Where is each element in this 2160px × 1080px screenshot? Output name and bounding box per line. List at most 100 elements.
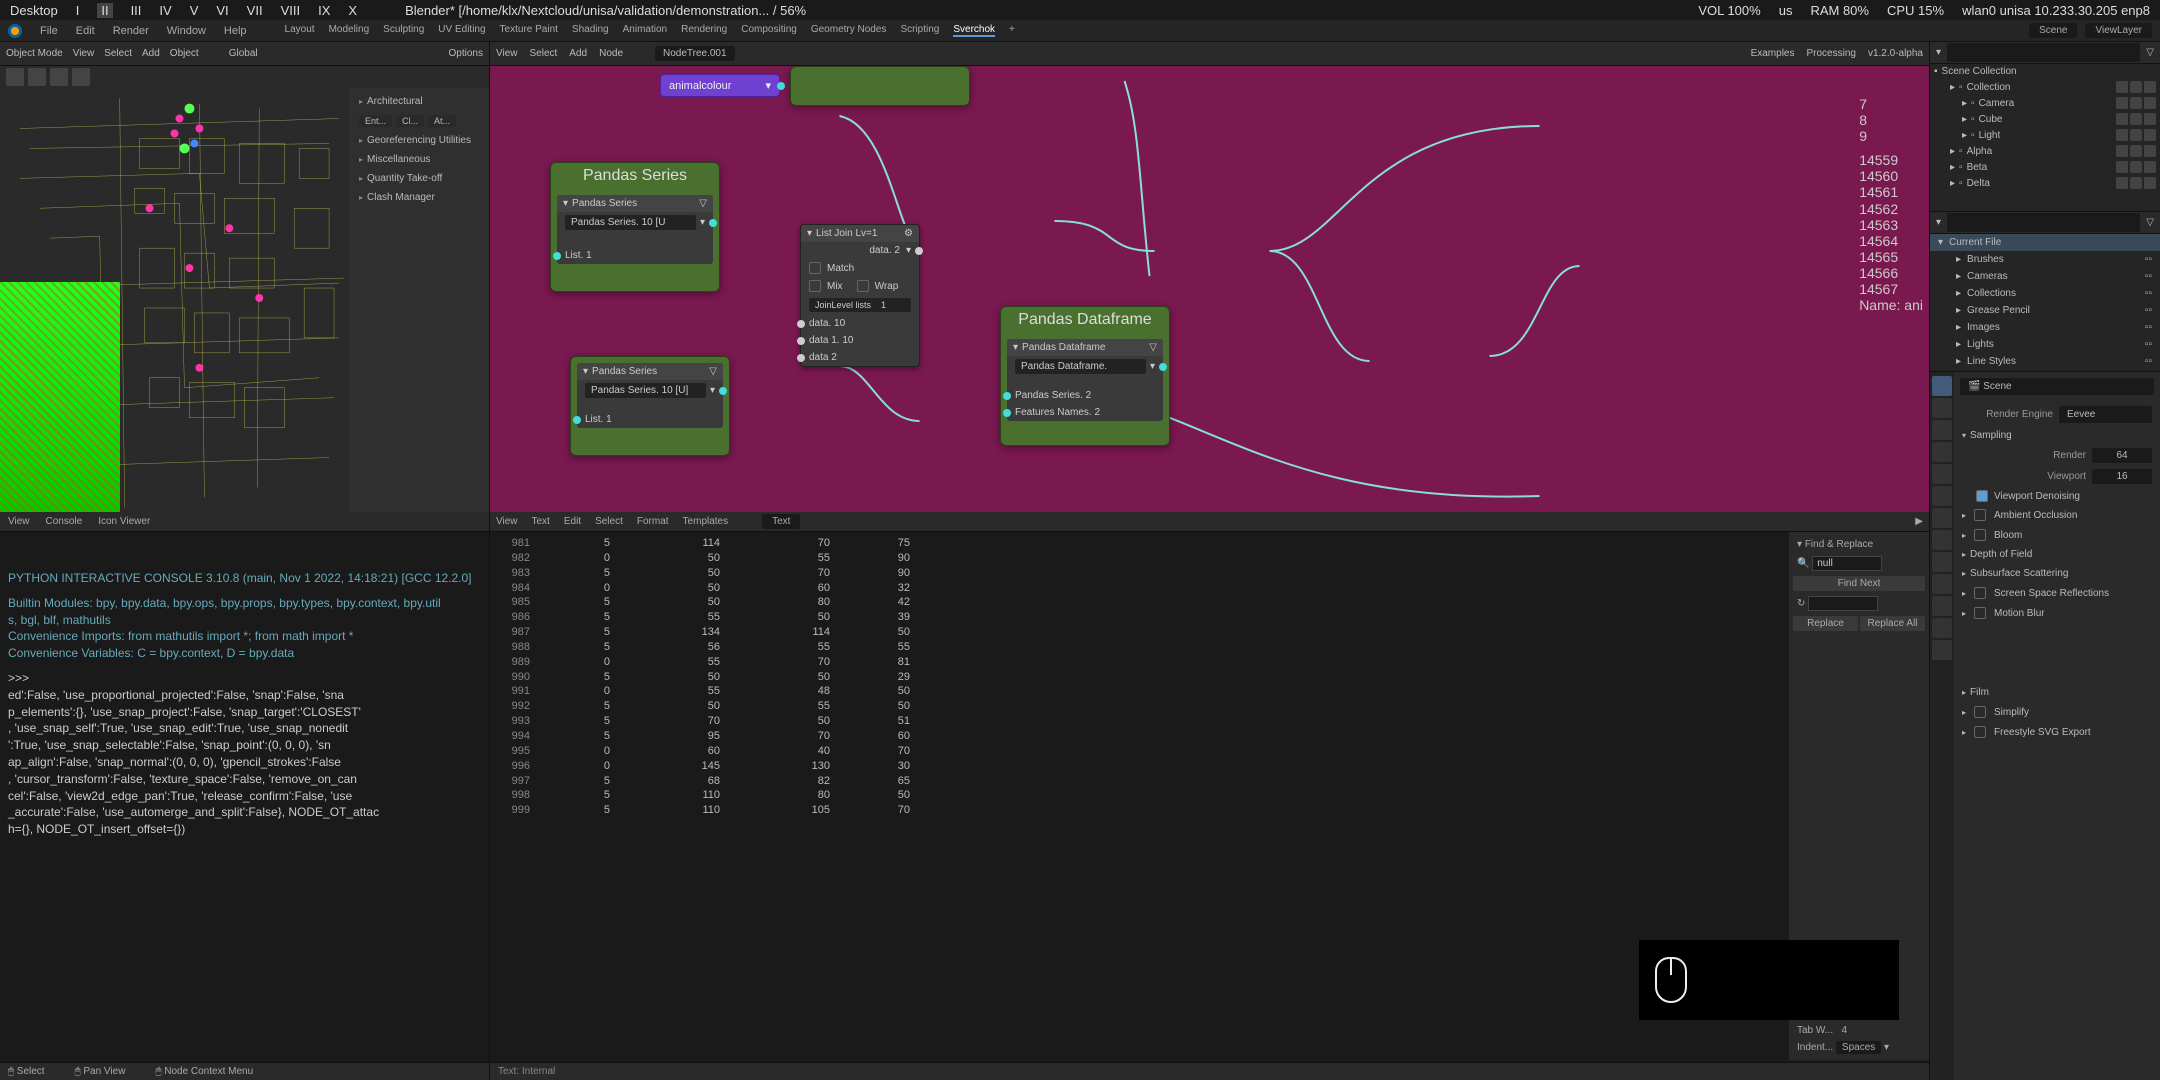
data-outliner-item[interactable]: ▸Line Styles▫▫	[1930, 353, 2160, 370]
console-menu-iconviewer[interactable]: Icon Viewer	[98, 516, 150, 527]
ws-10[interactable]: X	[348, 3, 357, 18]
viewport-3d[interactable]: Object Mode View Select Add Object Globa…	[0, 42, 489, 512]
ws-4[interactable]: IV	[159, 3, 171, 18]
panel-misc[interactable]: Miscellaneous	[353, 150, 485, 169]
menu-render[interactable]: Render	[113, 25, 149, 37]
viewport-canvas[interactable]	[0, 88, 349, 512]
ne-menu-select[interactable]: Select	[530, 48, 558, 59]
tab-compositing[interactable]: Compositing	[741, 24, 797, 37]
text-content[interactable]: 9815114707598205055909835507090984050603…	[490, 532, 1789, 1060]
scene-dropdown[interactable]: Scene	[2029, 23, 2077, 38]
ol-scene-collection[interactable]: Scene Collection	[1942, 66, 2017, 77]
prop-tab-physics[interactable]	[1932, 552, 1952, 572]
render-engine-dropdown[interactable]: Eevee	[2059, 406, 2152, 423]
prop-tab-scene[interactable]	[1932, 442, 1952, 462]
outliner-item[interactable]: ▸▫Beta	[1930, 159, 2160, 175]
ne-examples[interactable]: Examples	[1751, 48, 1795, 59]
menu-file[interactable]: File	[40, 25, 58, 37]
tab-shading[interactable]: Shading	[572, 24, 609, 37]
ws-3[interactable]: III	[131, 3, 142, 18]
frame-pandas-series-2[interactable]: ▾ Pandas Series▽ Pandas Series. 10 [U] ▾…	[570, 356, 730, 456]
filter-icon[interactable]: ▽	[2146, 47, 2154, 58]
data-outliner-item[interactable]: ▸Lights▫▫	[1930, 336, 2160, 353]
te-menu-format[interactable]: Format	[637, 516, 669, 527]
outliner-item[interactable]: ▸▫Cube	[1930, 111, 2160, 127]
data-outliner-item[interactable]: ▸Grease Pencil▫▫	[1930, 302, 2160, 319]
viewport-samples[interactable]: 16	[2092, 469, 2152, 484]
prop-tab-render[interactable]	[1932, 376, 1952, 396]
replace-all-btn[interactable]: Replace All	[1860, 616, 1925, 631]
menu-window[interactable]: Window	[167, 25, 206, 37]
outliner-item[interactable]: ▸▫Light	[1930, 127, 2160, 143]
vp-menu-view[interactable]: View	[73, 48, 95, 59]
node-animalcolour[interactable]: animalcolour ▾	[660, 74, 780, 97]
te-menu-edit[interactable]: Edit	[564, 516, 581, 527]
nodetree-name[interactable]: NodeTree.001	[655, 46, 735, 61]
options-btn[interactable]: Options	[449, 48, 483, 59]
render-samples[interactable]: 64	[2092, 448, 2152, 463]
tool-move-icon[interactable]	[50, 68, 68, 86]
sect-sss[interactable]: Subsurface Scattering	[1960, 564, 2154, 583]
sect-film[interactable]: Film	[1960, 683, 2154, 702]
data-outliner-item[interactable]: ▸Collections▫▫	[1930, 285, 2160, 302]
find-input[interactable]	[1812, 556, 1882, 571]
find-next-btn[interactable]: Find Next	[1793, 576, 1925, 591]
tab-sverchok[interactable]: Sverchok	[953, 24, 995, 37]
ws-2[interactable]: II	[97, 3, 112, 18]
ne-menu-add[interactable]: Add	[569, 48, 587, 59]
sect-ao[interactable]: Ambient Occlusion	[1960, 505, 2154, 525]
tab-geonodes[interactable]: Geometry Nodes	[811, 24, 887, 37]
ws-1[interactable]: I	[76, 3, 80, 18]
node-list-join[interactable]: ▾ List Join Lv=1⚙ data. 2 ▾ Match MixWra…	[800, 224, 920, 367]
outliner-item[interactable]: ▸▫Alpha	[1930, 143, 2160, 159]
data-outliner-search[interactable]	[1947, 213, 2140, 232]
replace-btn[interactable]: Replace	[1793, 616, 1858, 631]
menu-help[interactable]: Help	[224, 25, 247, 37]
prop-tab-material[interactable]	[1932, 618, 1952, 638]
tool-select-icon[interactable]	[28, 68, 46, 86]
tab-modeling[interactable]: Modeling	[329, 24, 370, 37]
sect-freestyle[interactable]: Freestyle SVG Export	[1960, 722, 2154, 742]
tab-layout[interactable]: Layout	[285, 24, 315, 37]
te-name-field[interactable]: Text	[762, 514, 800, 529]
node-frame-top[interactable]	[790, 66, 970, 106]
current-file[interactable]: Current File	[1949, 237, 2001, 248]
prop-tab-viewlayer[interactable]	[1932, 420, 1952, 440]
outliner-item[interactable]: ▸▫Delta	[1930, 175, 2160, 191]
viewport-denoise-chk[interactable]	[1976, 490, 1988, 502]
sect-ssr[interactable]: Screen Space Reflections	[1960, 583, 2154, 603]
te-menu-select[interactable]: Select	[595, 516, 623, 527]
btn-at[interactable]: At...	[428, 115, 456, 127]
sect-simplify[interactable]: Simplify	[1960, 702, 2154, 722]
filter-icon[interactable]: ▽	[2146, 217, 2154, 228]
sect-motion[interactable]: Motion Blur	[1960, 603, 2154, 623]
mode-dropdown[interactable]: Object Mode	[6, 48, 63, 59]
vp-menu-object[interactable]: Object	[170, 48, 199, 59]
tab-rendering[interactable]: Rendering	[681, 24, 727, 37]
prop-tab-particle[interactable]	[1932, 530, 1952, 550]
sect-dof[interactable]: Depth of Field	[1960, 545, 2154, 564]
orientation-dropdown[interactable]: Global	[229, 48, 258, 59]
tab-sculpting[interactable]: Sculpting	[383, 24, 424, 37]
panel-architectural[interactable]: Architectural	[353, 92, 485, 111]
node-editor[interactable]: View Select Add Node NodeTree.001 Exampl…	[490, 42, 1929, 512]
prop-tab-object[interactable]	[1932, 486, 1952, 506]
viewlayer-dropdown[interactable]: ViewLayer	[2085, 23, 2152, 38]
prop-tab-data[interactable]	[1932, 596, 1952, 616]
panel-georef[interactable]: Georeferencing Utilities	[353, 131, 485, 150]
ws-5[interactable]: V	[190, 3, 199, 18]
te-menu-view[interactable]: View	[496, 516, 518, 527]
console-menu-view[interactable]: View	[8, 516, 30, 527]
outliner-search[interactable]	[1947, 43, 2140, 62]
prop-tab-output[interactable]	[1932, 398, 1952, 418]
ws-8[interactable]: VIII	[281, 3, 301, 18]
prop-tab-modifier[interactable]	[1932, 508, 1952, 528]
btn-cl[interactable]: Cl...	[396, 115, 424, 127]
ws-6[interactable]: VI	[216, 3, 228, 18]
data-outliner-item[interactable]: ▸Images▫▫	[1930, 319, 2160, 336]
vp-menu-add[interactable]: Add	[142, 48, 160, 59]
sect-sampling[interactable]: Sampling	[1960, 426, 2154, 445]
sect-bloom[interactable]: Bloom	[1960, 525, 2154, 545]
prop-tab-texture[interactable]	[1932, 640, 1952, 660]
tab-animation[interactable]: Animation	[623, 24, 667, 37]
